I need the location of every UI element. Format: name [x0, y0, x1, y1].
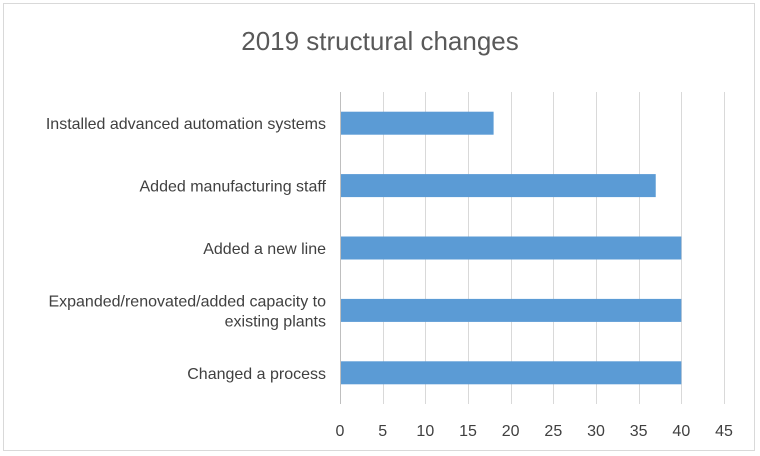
bar [341, 236, 682, 260]
category-label: existing plants [225, 313, 326, 330]
bar [341, 174, 656, 198]
chart-title: 2019 structural changes [241, 26, 519, 56]
x-tick-label: 40 [672, 423, 690, 440]
x-axis-tick-labels: 0 5 10 15 20 25 30 35 40 45 [336, 423, 733, 440]
bar [341, 361, 682, 385]
x-tick-label: 35 [630, 423, 648, 440]
bar [341, 298, 682, 322]
chart-frame: 2019 structural changes Installed advanc… [3, 3, 755, 451]
x-tick-label: 10 [416, 423, 434, 440]
x-tick-label: 30 [587, 423, 605, 440]
x-tick-label: 5 [378, 423, 387, 440]
bar-chart: 2019 structural changes Installed advanc… [46, 26, 733, 440]
category-label: Added manufacturing staff [140, 179, 327, 196]
x-tick-label: 25 [544, 423, 562, 440]
category-label: Changed a process [187, 366, 326, 383]
category-label: Added a new line [203, 241, 326, 258]
bars [341, 111, 682, 385]
x-tick-label: 45 [715, 423, 733, 440]
category-labels: Installed advanced automation systems Add… [46, 116, 327, 383]
bar [341, 111, 494, 135]
x-tick-label: 20 [502, 423, 520, 440]
category-label: Expanded/renovated/added capacity to [48, 293, 326, 310]
x-tick-label: 0 [336, 423, 345, 440]
x-tick-label: 15 [459, 423, 477, 440]
category-label: Installed advanced automation systems [46, 116, 326, 133]
